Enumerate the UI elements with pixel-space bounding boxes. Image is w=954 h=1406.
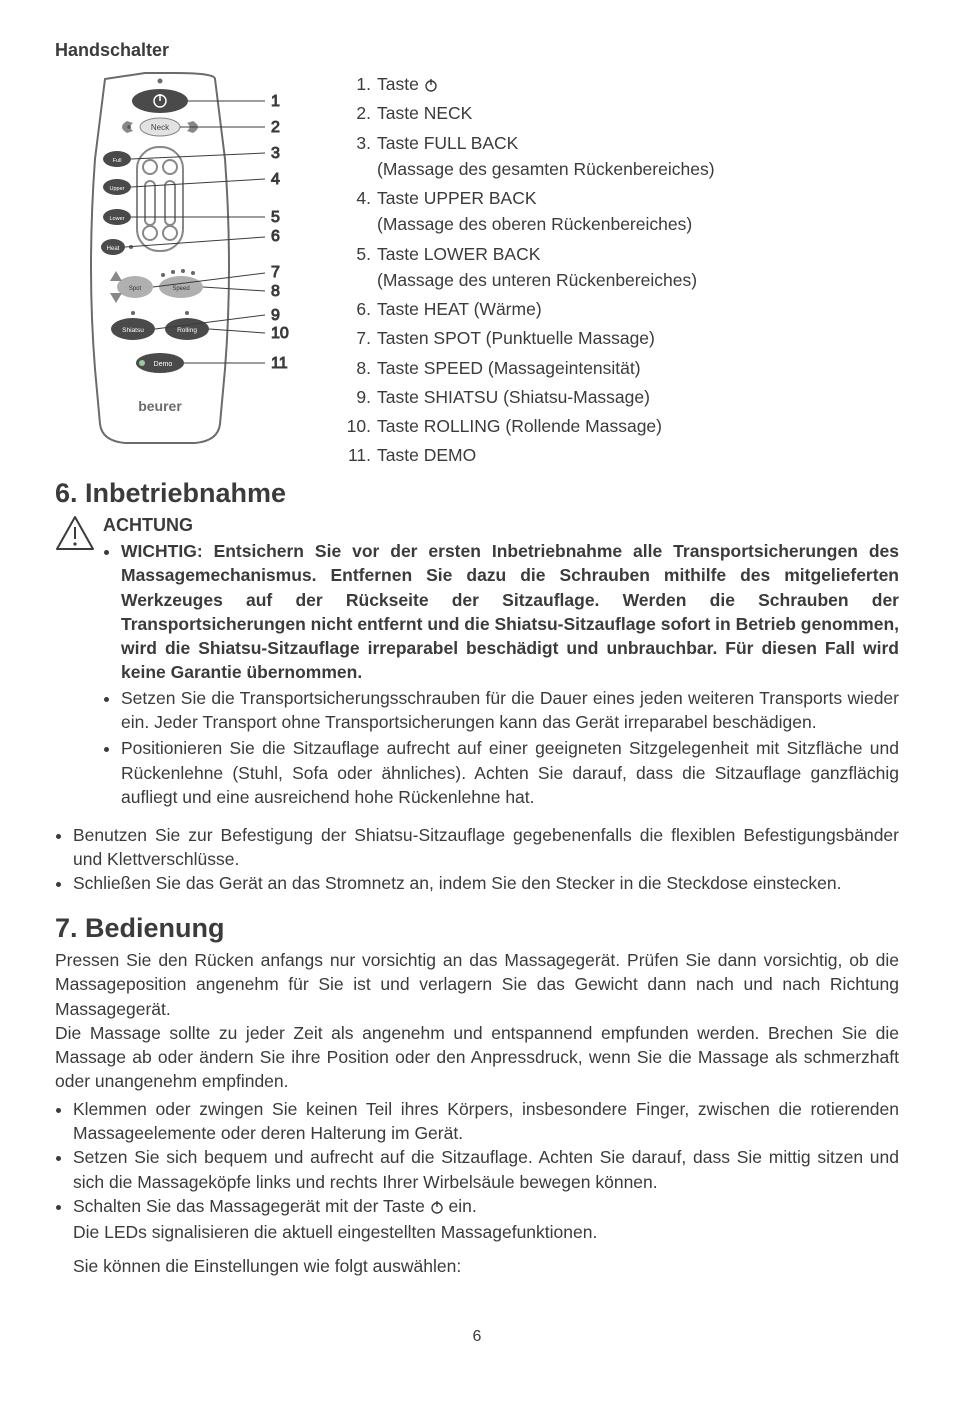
power-icon: [430, 1200, 444, 1214]
svg-text:3: 3: [271, 145, 280, 162]
legend-item: 6.Taste HEAT (Wärme): [345, 296, 899, 322]
legend-item: 8.Taste SPEED (Massageintensität): [345, 355, 899, 381]
list-item: Benutzen Sie zur Befestigung der Shiatsu…: [73, 823, 899, 871]
svg-text:5: 5: [271, 209, 280, 226]
svg-text:Spot: Spot: [129, 286, 142, 292]
achtung-item: WICHTIG: Entsichern Sie vor der ersten I…: [121, 539, 899, 684]
power-icon: [424, 78, 438, 92]
svg-text:10: 10: [271, 325, 289, 342]
svg-text:Rolling: Rolling: [177, 327, 197, 334]
achtung-item: Setzen Sie die Transportsicherungsschrau…: [121, 686, 899, 734]
handschalter-heading: Handschalter: [55, 40, 899, 61]
legend-item: 7.Tasten SPOT (Punktuelle Massage): [345, 325, 899, 351]
svg-text:7: 7: [271, 264, 280, 281]
button-legend: 1.Taste 2.Taste NECK 3.Taste FULL BACK(M…: [345, 69, 899, 472]
list-item: Schließen Sie das Gerät an das Stromnetz…: [73, 871, 899, 895]
section6-heading: 6. Inbetriebnahme: [55, 478, 899, 509]
achtung-title: ACHTUNG: [103, 513, 899, 538]
svg-text:Upper: Upper: [110, 186, 125, 192]
svg-text:Heat: Heat: [107, 246, 120, 252]
svg-text:4: 4: [271, 171, 280, 188]
legend-item: 9.Taste SHIATSU (Shiatsu-Massage): [345, 384, 899, 410]
svg-text:Shiatsu: Shiatsu: [122, 327, 144, 334]
section7-list: Klemmen oder zwingen Sie keinen Teil ihr…: [55, 1097, 899, 1278]
svg-text:2: 2: [271, 119, 280, 136]
legend-item: 4.Taste UPPER BACK(Massage des oberen Rü…: [345, 185, 899, 238]
list-item: Schalten Sie das Massagegerät mit der Ta…: [73, 1194, 899, 1278]
svg-text:9: 9: [271, 307, 280, 324]
legend-item: 5.Taste LOWER BACK(Massage des unteren R…: [345, 241, 899, 294]
legend-item: 2.Taste NECK: [345, 100, 899, 126]
svg-text:11: 11: [271, 355, 288, 372]
svg-text:Demo: Demo: [154, 361, 173, 368]
achtung-item: Positionieren Sie die Sitzauflage aufrec…: [121, 736, 899, 808]
achtung-list: WICHTIG: Entsichern Sie vor der ersten I…: [103, 539, 899, 809]
page-number: 6: [55, 1328, 899, 1346]
remote-diagram: Neck Full Upper Lower Heat: [55, 69, 345, 472]
warning-icon: [55, 513, 103, 811]
svg-text:8: 8: [271, 283, 280, 300]
list-item: Klemmen oder zwingen Sie keinen Teil ihr…: [73, 1097, 899, 1145]
post-achtung-list: Benutzen Sie zur Befestigung der Shiatsu…: [55, 823, 899, 895]
legend-item: 11.Taste DEMO: [345, 442, 899, 468]
section7-para1: Pressen Sie den Rücken anfangs nur vorsi…: [55, 948, 899, 1020]
remote-svg: Neck Full Upper Lower Heat: [55, 69, 315, 449]
legend-item: 10.Taste ROLLING (Rollende Massage): [345, 413, 899, 439]
svg-text:beurer: beurer: [138, 398, 182, 414]
top-row: Neck Full Upper Lower Heat: [55, 69, 899, 472]
svg-text:Neck: Neck: [151, 123, 170, 132]
svg-text:1: 1: [271, 93, 280, 110]
svg-text:Lower: Lower: [110, 216, 125, 222]
legend-item: 1.Taste: [345, 71, 899, 97]
svg-text:6: 6: [271, 228, 280, 245]
achtung-block: ACHTUNG WICHTIG: Entsichern Sie vor der …: [55, 513, 899, 811]
legend-item: 3.Taste FULL BACK(Massage des gesamten R…: [345, 130, 899, 183]
svg-text:Full: Full: [113, 158, 122, 164]
section7-para2: Die Massage sollte zu jeder Zeit als ang…: [55, 1021, 899, 1093]
svg-text:Speed: Speed: [172, 286, 189, 292]
section7-heading: 7. Bedienung: [55, 913, 899, 944]
list-item: Setzen Sie sich bequem und aufrecht auf …: [73, 1145, 899, 1193]
